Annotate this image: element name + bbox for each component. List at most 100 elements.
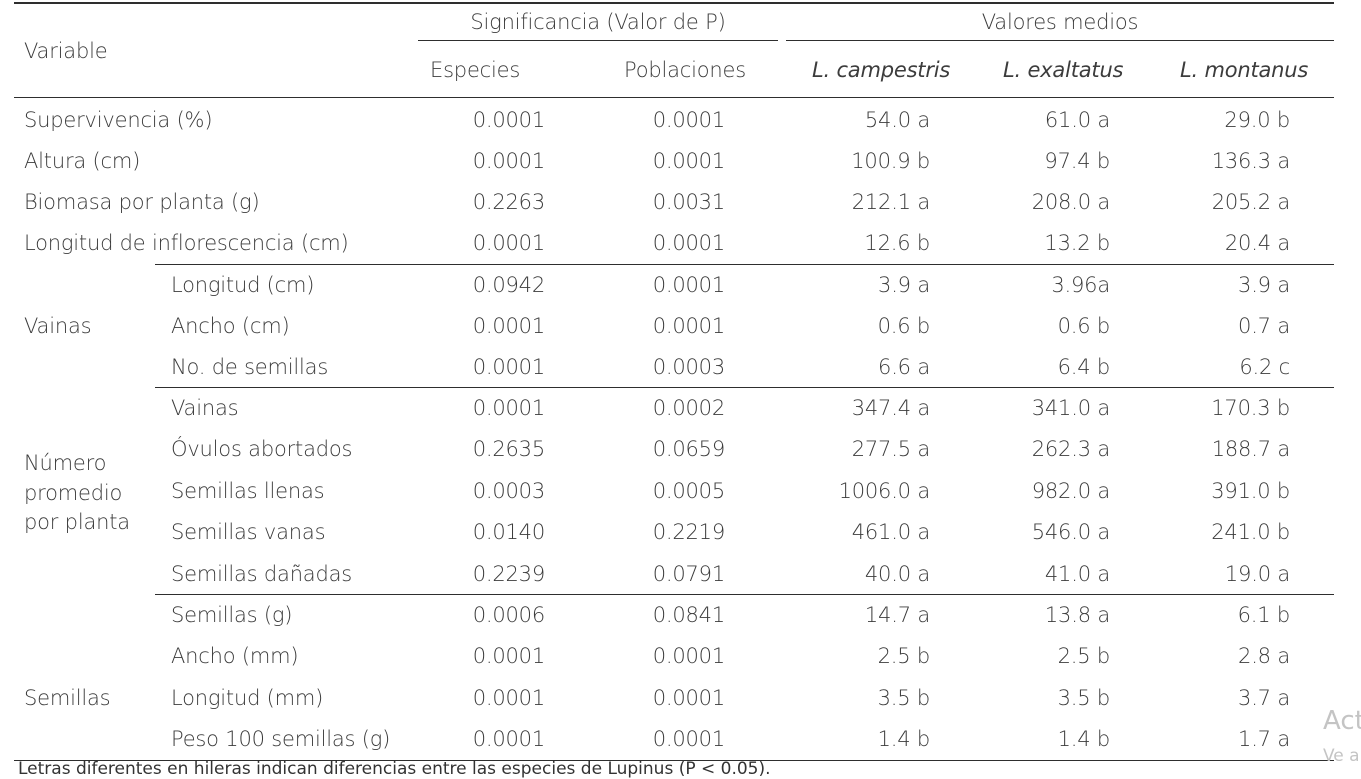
cell-exaltatus: 61.0 a — [1044, 108, 1110, 132]
cell-campestris: 212.1 a — [851, 190, 930, 214]
cell-poblaciones: 0.0001 — [652, 108, 725, 132]
cell-especies: 0.0001 — [472, 686, 545, 710]
cell-exaltatus: 982.0 a — [1031, 479, 1110, 503]
cell-poblaciones: 0.0002 — [652, 396, 725, 420]
table-top-rule — [14, 2, 1334, 4]
cell-campestris: 3.9 a — [878, 273, 930, 297]
cell-poblaciones: 0.0841 — [652, 603, 725, 627]
cell-montanus: 6.2 c — [1239, 355, 1290, 379]
cell-especies: 0.0001 — [472, 149, 545, 173]
cell-exaltatus: 13.2 b — [1044, 231, 1110, 255]
cell-montanus: 241.0 b — [1211, 520, 1290, 544]
header-variable: Variable — [24, 39, 108, 63]
header-montanus: L. montanus — [1180, 58, 1309, 82]
cell-exaltatus: 546.0 a — [1031, 520, 1110, 544]
cell-variable: Peso 100 semillas (g) — [171, 727, 391, 751]
cell-variable: Longitud de inflorescencia (cm) — [24, 231, 349, 255]
cell-poblaciones: 0.0001 — [652, 273, 725, 297]
cell-variable: Supervivencia (%) — [24, 108, 213, 132]
group-label-vainas: Vainas — [24, 314, 92, 338]
cell-exaltatus: 3.5 b — [1057, 686, 1111, 710]
cell-variable: Ancho (mm) — [171, 644, 299, 668]
table-bottom-rule — [14, 760, 1334, 761]
cell-especies: 0.2263 — [472, 190, 545, 214]
group-rule-semillas — [155, 594, 1334, 595]
table-footnote: Letras diferentes en hileras indican dif… — [18, 759, 771, 779]
cell-poblaciones: 0.0005 — [652, 479, 725, 503]
cell-especies: 0.0001 — [472, 396, 545, 420]
cell-exaltatus: 41.0 a — [1044, 562, 1110, 586]
watermark-line2: Ve a — [1323, 746, 1360, 766]
cell-exaltatus: 2.5 b — [1057, 644, 1111, 668]
cell-variable: No. de semillas — [171, 355, 329, 379]
cell-montanus: 3.9 a — [1238, 273, 1290, 297]
watermark-line1: Act — [1323, 706, 1361, 736]
group-label-numero-1: Número — [24, 451, 107, 475]
cell-poblaciones: 0.0001 — [652, 727, 725, 751]
cell-variable: Ancho (cm) — [171, 314, 290, 338]
cell-variable: Vainas — [171, 396, 239, 420]
cell-poblaciones: 0.0791 — [652, 562, 725, 586]
cell-exaltatus: 0.6 b — [1057, 314, 1111, 338]
header-especies: Especies — [430, 58, 521, 82]
cell-montanus: 391.0 b — [1211, 479, 1290, 503]
cell-especies: 0.0001 — [472, 727, 545, 751]
group-label-semillas: Semillas — [24, 686, 111, 710]
cell-poblaciones: 0.2219 — [652, 520, 725, 544]
group-rule-vainas — [155, 264, 1334, 265]
cell-campestris: 12.6 b — [864, 231, 930, 255]
cell-montanus: 29.0 b — [1224, 108, 1290, 132]
cell-variable: Semillas (g) — [171, 603, 293, 627]
cell-poblaciones: 0.0003 — [652, 355, 725, 379]
cell-poblaciones: 0.0031 — [652, 190, 725, 214]
cell-especies: 0.0001 — [472, 108, 545, 132]
cell-campestris: 0.6 b — [877, 314, 931, 338]
header-bottom-rule — [14, 97, 1334, 98]
group-rule-numero — [155, 387, 1334, 388]
cell-variable: Longitud (mm) — [171, 686, 324, 710]
cell-montanus: 170.3 b — [1211, 396, 1290, 420]
cell-campestris: 1006.0 a — [838, 479, 931, 503]
cell-especies: 0.2635 — [472, 437, 545, 461]
header-poblaciones: Poblaciones — [624, 58, 746, 82]
cell-poblaciones: 0.0659 — [652, 437, 725, 461]
cell-especies: 0.0942 — [472, 273, 545, 297]
cell-variable: Óvulos abortados — [171, 437, 353, 461]
cell-exaltatus: 6.4 b — [1057, 355, 1111, 379]
cell-montanus: 1.7 a — [1238, 727, 1290, 751]
cell-especies: 0.0001 — [472, 355, 545, 379]
cell-variable: Biomasa por planta (g) — [24, 190, 260, 214]
cell-exaltatus: 3.96a — [1051, 273, 1110, 297]
cell-campestris: 347.4 a — [851, 396, 930, 420]
cell-montanus: 2.8 a — [1238, 644, 1290, 668]
cell-campestris: 3.5 b — [877, 686, 931, 710]
cell-exaltatus: 1.4 b — [1057, 727, 1111, 751]
header-means: Valores medios — [981, 10, 1139, 34]
cell-campestris: 54.0 a — [864, 108, 930, 132]
cell-especies: 0.0003 — [472, 479, 545, 503]
cell-variable: Altura (cm) — [24, 149, 141, 173]
cell-campestris: 2.5 b — [877, 644, 931, 668]
cell-montanus: 0.7 a — [1238, 314, 1290, 338]
cell-poblaciones: 0.0001 — [652, 644, 725, 668]
cell-especies: 0.0001 — [472, 644, 545, 668]
cell-poblaciones: 0.0001 — [652, 149, 725, 173]
header-exaltatus: L. exaltatus — [1003, 58, 1124, 82]
cell-variable: Semillas llenas — [171, 479, 325, 503]
cell-montanus: 6.1 b — [1237, 603, 1291, 627]
cell-campestris: 461.0 a — [851, 520, 930, 544]
cell-campestris: 40.0 a — [864, 562, 930, 586]
cell-especies: 0.0006 — [472, 603, 545, 627]
cell-campestris: 14.7 a — [864, 603, 930, 627]
cell-montanus: 205.2 a — [1211, 190, 1290, 214]
cell-campestris: 100.9 b — [851, 149, 930, 173]
cell-exaltatus: 13.8 a — [1044, 603, 1110, 627]
cell-montanus: 19.0 a — [1224, 562, 1290, 586]
significance-rule — [418, 40, 778, 41]
cell-especies: 0.0001 — [472, 231, 545, 255]
cell-montanus: 188.7 a — [1211, 437, 1290, 461]
cell-montanus: 3.7 a — [1238, 686, 1290, 710]
cell-exaltatus: 262.3 a — [1031, 437, 1110, 461]
header-significance: Significancia (Valor de P) — [470, 10, 726, 34]
cell-poblaciones: 0.0001 — [652, 231, 725, 255]
